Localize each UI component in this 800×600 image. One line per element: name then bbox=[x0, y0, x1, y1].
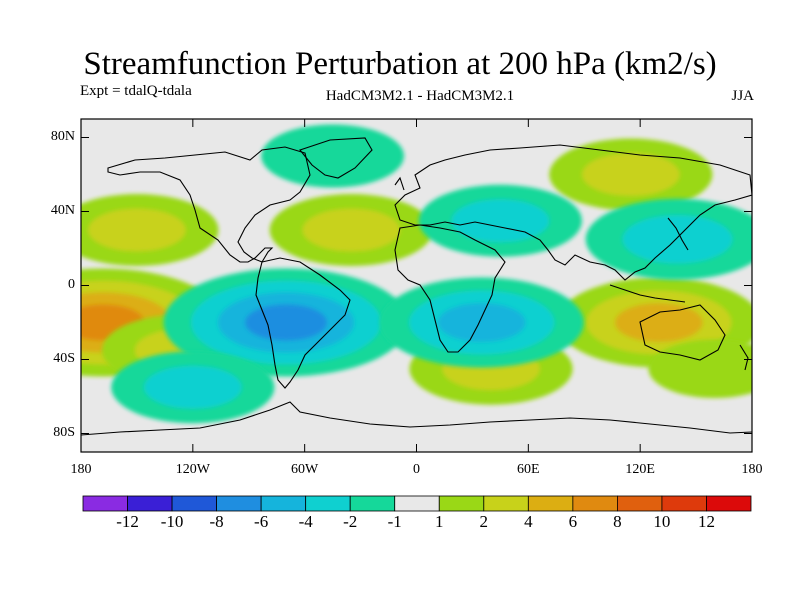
x-tick-label: 60W bbox=[291, 462, 319, 477]
colorbar-label: -10 bbox=[160, 512, 184, 531]
colorbar-label: 10 bbox=[653, 512, 671, 531]
colorbar-box bbox=[127, 495, 173, 512]
colorbar-label: 12 bbox=[697, 512, 715, 531]
y-tick-label: 80S bbox=[53, 424, 75, 440]
y-tick-label: 40N bbox=[50, 202, 75, 218]
anomaly-nw-pacific-negative bbox=[622, 214, 733, 264]
colorbar-box bbox=[572, 495, 618, 512]
anomaly-layer bbox=[81, 124, 752, 424]
x-tick-label: 120E bbox=[625, 462, 655, 477]
anomaly-eurasia-positive bbox=[581, 152, 680, 197]
y-tick-label: 80N bbox=[50, 128, 75, 144]
season-label: JJA bbox=[731, 88, 754, 104]
colorbar-box bbox=[171, 495, 217, 512]
colorbar-box bbox=[706, 495, 752, 512]
y-tick-label: 0 bbox=[68, 276, 75, 292]
colorbar-box bbox=[438, 495, 485, 512]
colorbar-label: -8 bbox=[209, 512, 224, 531]
anomaly-n-pacific-positive bbox=[87, 208, 186, 252]
colorbar-box bbox=[394, 495, 440, 512]
model-label: HadCM3M2.1 - HadCM3M2.1 bbox=[325, 88, 515, 104]
colorbar-box bbox=[260, 495, 307, 512]
anomaly-australia-positive bbox=[615, 303, 703, 342]
x-tick-label: 180 bbox=[70, 462, 92, 477]
colorbar-label: -4 bbox=[298, 512, 313, 531]
colorbar-label: 1 bbox=[435, 512, 444, 531]
colorbar-box bbox=[527, 495, 574, 512]
x-tick-label: 0 bbox=[413, 462, 420, 477]
x-tick-label: 120W bbox=[175, 462, 210, 477]
coastline-africa bbox=[394, 224, 506, 353]
coastline-greenland bbox=[299, 137, 373, 179]
colorbar-box bbox=[349, 495, 396, 512]
anomaly-s-pacific-negative bbox=[143, 365, 242, 409]
coastline-north-america bbox=[107, 146, 311, 263]
coastline-south-america bbox=[255, 257, 351, 389]
coastline-eurasia bbox=[394, 144, 752, 281]
colorbar-box bbox=[661, 495, 707, 512]
anomaly-arctic-negative bbox=[261, 124, 405, 188]
x-tick-label: 180 bbox=[741, 462, 763, 477]
coastline-new-zealand bbox=[739, 344, 749, 371]
colorbar-label: 2 bbox=[479, 512, 489, 531]
axis-ticks bbox=[80, 119, 753, 452]
coastline-indonesia bbox=[609, 284, 686, 303]
colorbar-label: -6 bbox=[254, 512, 269, 531]
coastline-uk bbox=[394, 176, 405, 191]
coastline-australia bbox=[639, 304, 726, 361]
y-tick-label: 40S bbox=[53, 350, 75, 366]
colorbar-label: -1 bbox=[387, 512, 402, 531]
anomaly-south-atlantic-africa-negative bbox=[438, 303, 526, 342]
colorbar-label: 6 bbox=[568, 512, 578, 531]
coastlines bbox=[81, 137, 752, 436]
x-tick-label: 60E bbox=[517, 462, 540, 477]
coastline-japan bbox=[667, 217, 689, 251]
anomaly-tropical-south-america-negative bbox=[245, 304, 327, 341]
colorbar-label: 8 bbox=[613, 512, 622, 531]
experiment-label: Expt = tdalQ-tdala bbox=[80, 83, 192, 99]
colorbar-box bbox=[483, 495, 529, 512]
coastline-antarctica bbox=[81, 401, 752, 436]
colorbar-label: -12 bbox=[116, 512, 139, 531]
colorbar-box bbox=[216, 495, 262, 512]
colorbar-label: -2 bbox=[343, 512, 358, 531]
anomaly-n-atlantic-positive bbox=[302, 208, 401, 252]
colorbar-box bbox=[305, 495, 351, 512]
chart-title: Streamfunction Perturbation at 200 hPa (… bbox=[83, 46, 717, 82]
colorbar-box bbox=[617, 495, 663, 512]
colorbar-box bbox=[82, 495, 128, 512]
colorbar-label: 4 bbox=[524, 512, 533, 531]
